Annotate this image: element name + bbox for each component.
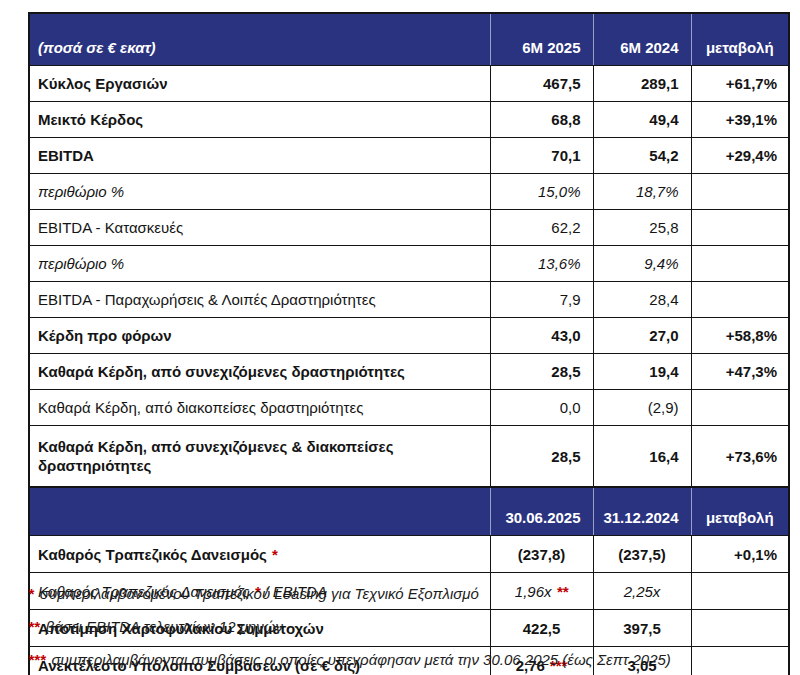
row-label-cell: Μεικτό Κέρδος [29,102,490,138]
value-2025-cell: 70,1 [490,138,593,174]
row-construction-margin: περιθώριο % 13,6% 9,4% [29,246,789,282]
change-cell [691,246,789,282]
row-label: Καθαρός Τραπεζικός Δανεισμός [38,546,267,563]
row-ebitda-margin: περιθώριο % 15,0% 18,7% [29,174,789,210]
col-header-change: μεταβολή [691,13,789,66]
value-2024-cell: 49,4 [593,102,691,138]
empty-header-cell [29,487,490,536]
value-2025-cell: 62,2 [490,210,593,246]
row-ebitda: EBITDA 70,1 54,2 +29,4% [29,138,789,174]
col-header-6m-2024: 6M 2024 [593,13,691,66]
change-cell: +47,3% [691,354,789,390]
footnotes: * συμπεριλαμβανομένου Τραπεζικού Leasing … [28,584,772,675]
footnote-contracts: *** συμπεριλαμβάνονται συμβάσεις οι οποίε… [28,650,772,670]
row-label-cell: περιθώριο % [29,174,490,210]
col-header-30-06-2025: 30.06.2025 [490,487,593,536]
change-cell [691,282,789,318]
value-2024-cell: 19,4 [593,354,691,390]
row-net-profit-continuing: Καθαρά Κέρδη, από συνεχιζόμενες δραστηρι… [29,354,789,390]
footnote-text: συμπεριλαμβάνονται συμβάσεις οι οποίες υ… [52,651,671,668]
value-2024-cell: (2,9) [593,390,691,426]
row-label-cell: Καθαρός Τραπεζικός Δανεισμός * [29,536,490,573]
change-cell: +61,7% [691,66,789,102]
value-2025-cell: 68,8 [490,102,593,138]
change-cell: +58,8% [691,318,789,354]
row-label-cell: περιθώριο % [29,246,490,282]
value-2024-cell: 9,4% [593,246,691,282]
col-header-6m-2025: 6M 2025 [490,13,593,66]
change-cell: +0,1% [691,536,789,573]
row-gross-profit: Μεικτό Κέρδος 68,8 49,4 +39,1% [29,102,789,138]
row-label-cell: Κύκλος Εργασιών [29,66,490,102]
row-net-profit-total: Καθαρά Κέρδη, από συνεχιζόμενες & διακοπ… [29,426,789,488]
row-net-bank-debt: Καθαρός Τραπεζικός Δανεισμός * (237,8) (2… [29,536,789,573]
change-cell [691,210,789,246]
row-ebitda-construction: EBITDA - Κατασκευές 62,2 25,8 [29,210,789,246]
value-30-06-2025-cell: (237,8) [490,536,593,573]
col-header-31-12-2024: 31.12.2024 [593,487,691,536]
footnote-marker: * [272,546,278,563]
value-2025-cell: 7,9 [490,282,593,318]
footnote-marker: * [28,585,34,602]
footnote-text: συμπεριλαμβανομένου Τραπεζικού Leasing γ… [40,585,479,602]
row-label-cell: EBITDA - Κατασκευές [29,210,490,246]
change-cell: +39,1% [691,102,789,138]
value-2024-cell: 54,2 [593,138,691,174]
financial-results-table: (ποσά σε € εκατ) 6M 2025 6M 2024 μεταβολ… [28,12,790,675]
value-2025-cell: 0,0 [490,390,593,426]
units-header-cell: (ποσά σε € εκατ) [29,13,490,66]
value-2025-cell: 467,5 [490,66,593,102]
financial-results-page: (ποσά σε € εκατ) 6M 2025 6M 2024 μεταβολ… [0,0,800,675]
footnote-text: βάσει EBITDA τελευταίων 12 μηνών [46,618,283,635]
footnote-marker: ** [28,618,40,635]
table-header-row-6m: (ποσά σε € εκατ) 6M 2025 6M 2024 μεταβολ… [29,13,789,66]
footnote-leasing: * συμπεριλαμβανομένου Τραπεζικού Leasing … [28,584,772,604]
row-label-cell: Καθαρά Κέρδη, από διακοπείσες δραστηριότ… [29,390,490,426]
change-cell: +29,4% [691,138,789,174]
row-turnover: Κύκλος Εργασιών 467,5 289,1 +61,7% [29,66,789,102]
value-2024-cell: 25,8 [593,210,691,246]
footnote-ebitda-12m: ** βάσει EBITDA τελευταίων 12 μηνών [28,617,772,637]
change-cell [691,390,789,426]
change-cell: +73,6% [691,426,789,488]
row-label-cell: Καθαρά Κέρδη, από συνεχιζόμενες & διακοπ… [29,426,490,488]
value-2025-cell: 28,5 [490,426,593,488]
value-31-12-2024-cell: (237,5) [593,536,691,573]
value-2025-cell: 43,0 [490,318,593,354]
row-pretax-profit: Κέρδη προ φόρων 43,0 27,0 +58,8% [29,318,789,354]
value-2024-cell: 289,1 [593,66,691,102]
value-2024-cell: 18,7% [593,174,691,210]
value-2025-cell: 15,0% [490,174,593,210]
value-2025-cell: 28,5 [490,354,593,390]
change-cell [691,174,789,210]
value-2024-cell: 27,0 [593,318,691,354]
value-2025-cell: 13,6% [490,246,593,282]
row-label-cell: Καθαρά Κέρδη, από συνεχιζόμενες δραστηρι… [29,354,490,390]
col-header-change: μεταβολή [691,487,789,536]
value-2024-cell: 28,4 [593,282,691,318]
footnote-marker: *** [28,651,46,668]
value: (237,8) [518,546,566,563]
row-net-profit-discontinued: Καθαρά Κέρδη, από διακοπείσες δραστηριότ… [29,390,789,426]
value-2024-cell: 16,4 [593,426,691,488]
row-label-cell: Κέρδη προ φόρων [29,318,490,354]
row-ebitda-concessions: EBITDA - Παραχωρήσεις & Λοιπές Δραστηριό… [29,282,789,318]
row-label-cell: EBITDA - Παραχωρήσεις & Λοιπές Δραστηριό… [29,282,490,318]
row-label-cell: EBITDA [29,138,490,174]
table-header-row-balance: 30.06.2025 31.12.2024 μεταβολή [29,487,789,536]
